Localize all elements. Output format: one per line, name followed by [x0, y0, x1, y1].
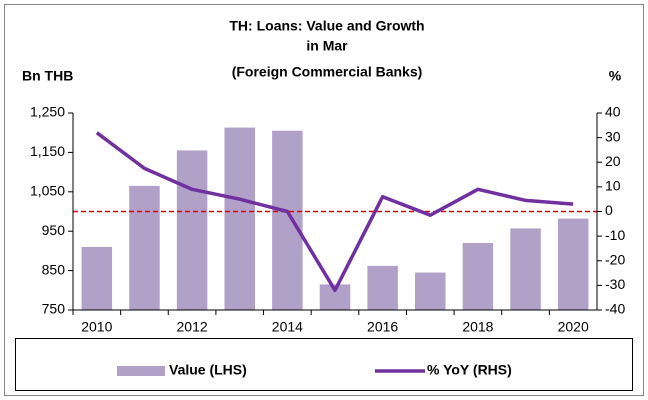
y-tick-label: 750	[42, 301, 66, 317]
y-tick-label: 1,250	[30, 104, 65, 120]
y2-tick-label: 0	[605, 202, 613, 218]
bar	[224, 127, 255, 310]
x-tick-label: 2016	[367, 319, 398, 335]
y-tick-label: 1,050	[30, 183, 65, 199]
bar	[415, 272, 446, 310]
line-series	[95, 131, 574, 293]
legend-label: Value (LHS)	[169, 362, 247, 378]
legend-swatch	[117, 366, 165, 376]
y-tick-label: 850	[42, 261, 66, 277]
y2-tick-label: -30	[605, 276, 625, 292]
chart-title-line: TH: Loans: Value and Growth	[229, 18, 424, 34]
legend-box	[15, 338, 633, 391]
bar	[81, 246, 113, 310]
y2-tick-label: 40	[605, 104, 621, 120]
y2-axis-label: %	[609, 68, 622, 84]
legend-label: % YoY (RHS)	[427, 362, 512, 378]
chart-title-line: in Mar	[306, 38, 348, 54]
bar	[510, 228, 541, 310]
x-tick-label: 2020	[558, 319, 589, 335]
x-tick-label: 2012	[177, 319, 208, 335]
y-tick-label: 1,150	[30, 143, 65, 159]
bar	[272, 130, 303, 310]
bar	[176, 150, 208, 310]
x-tick-label: 2010	[81, 319, 112, 335]
y-axis-label: Bn THB	[22, 68, 73, 84]
bar	[462, 243, 494, 310]
y2-tick-label: -40	[605, 301, 625, 317]
y2-tick-label: 30	[605, 128, 621, 144]
y2-tick-label: -20	[605, 251, 625, 267]
chart-title-line: (Foreign Commercial Banks)	[232, 64, 423, 80]
bar	[557, 218, 589, 310]
bar	[367, 265, 398, 310]
y2-tick-label: 10	[605, 178, 621, 194]
x-tick-label: 2018	[462, 319, 493, 335]
y-tick-label: 950	[42, 222, 66, 238]
bar	[129, 185, 160, 310]
x-tick-label: 2014	[272, 319, 303, 335]
y2-tick-label: -10	[605, 227, 625, 243]
y2-tick-label: 20	[605, 153, 621, 169]
